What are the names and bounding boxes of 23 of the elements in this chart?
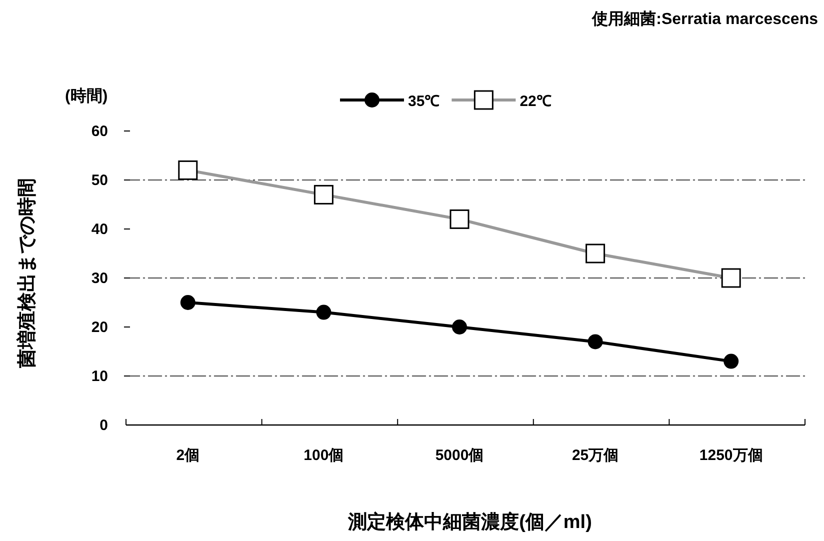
- y-axis-title: 菌増殖検出までの時間: [16, 178, 38, 369]
- legend-label: 35℃: [408, 93, 440, 110]
- text: (時間): [65, 87, 108, 105]
- point: [180, 295, 196, 310]
- point: [452, 320, 467, 334]
- y-tick-label: 60: [91, 123, 108, 140]
- y-tick-label: 10: [91, 368, 108, 385]
- point: [588, 334, 603, 350]
- x-tick-label: 25万個: [572, 447, 619, 464]
- point: [724, 354, 739, 369]
- y-tick-label: 50: [91, 172, 108, 189]
- x-tick-label: 5000個: [435, 447, 484, 464]
- x-tick-label: 2個: [176, 447, 200, 464]
- x-tick-label: 1250万個: [699, 447, 763, 464]
- chart-title: 使用細菌:Serratia marcescens: [591, 10, 818, 28]
- y-tick-label: 40: [91, 221, 108, 238]
- y-tick-label: 20: [91, 319, 108, 336]
- point: [316, 304, 332, 320]
- y-tick-label: 0: [100, 417, 108, 434]
- y-tick-label: 30: [91, 270, 108, 287]
- legend-label: 22℃: [520, 93, 552, 110]
- x-axis-title: 測定検体中細菌濃度(個／ml): [347, 511, 592, 533]
- x-tick-label: 100個: [304, 447, 344, 464]
